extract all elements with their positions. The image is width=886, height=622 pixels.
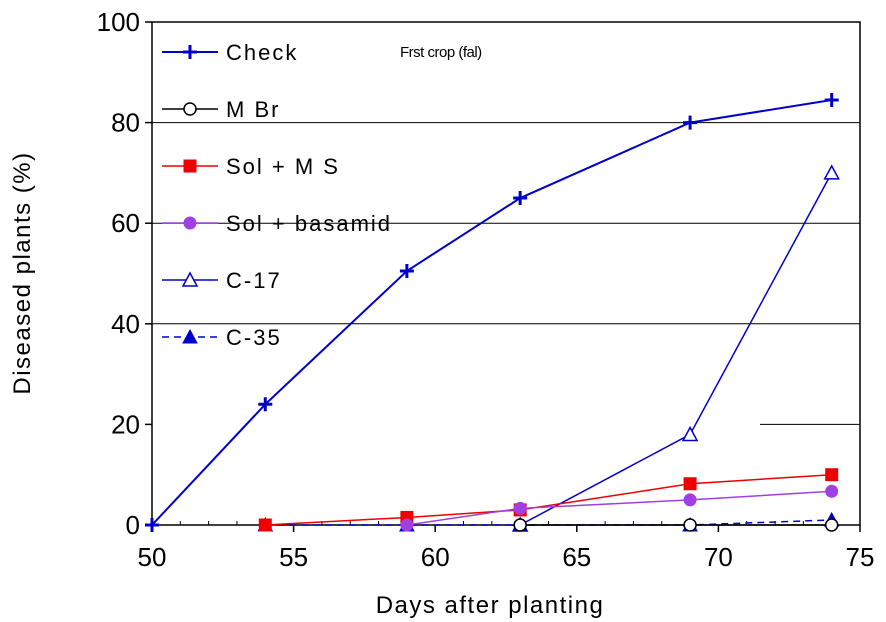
data-point — [681, 425, 699, 442]
axis-ticks: 50 55 60 65 70 75 0 20 40 60 80 100 — [97, 7, 875, 572]
y-tick-label: 100 — [97, 7, 140, 37]
x-tick-label: 65 — [562, 542, 591, 572]
x-tick-label: 60 — [421, 542, 450, 572]
data-point — [258, 518, 272, 532]
x-axis-title: Days after planting — [376, 592, 605, 619]
data-point — [683, 493, 697, 507]
series-sol-basamid — [400, 484, 839, 532]
series-m-br — [513, 518, 839, 532]
series-check — [145, 92, 839, 532]
legend: Check M Br Sol + M S Sol + basamid C-17 C-35 — [162, 40, 392, 350]
data-point — [513, 191, 528, 206]
data-point — [513, 518, 527, 532]
data-point — [683, 477, 697, 491]
data-point — [399, 263, 414, 278]
y-tick-label: 80 — [111, 108, 140, 138]
legend-label: Sol + basamid — [226, 211, 392, 236]
series-line — [519, 172, 833, 526]
data-point — [145, 518, 159, 532]
legend-entry: M Br — [162, 97, 280, 122]
data-point — [183, 216, 197, 230]
data-point — [181, 271, 199, 287]
y-tick-label: 40 — [111, 309, 140, 339]
series-layer — [145, 92, 840, 532]
x-tick-label: 75 — [846, 542, 875, 572]
y-axis-title: Diseased plants (%) — [9, 151, 36, 394]
data-point — [824, 518, 839, 532]
y-tick-label: 20 — [111, 409, 140, 439]
legend-label: M Br — [226, 97, 280, 122]
legend-label: Check — [226, 40, 298, 65]
data-point — [513, 501, 527, 515]
legend-entry: Sol + M S — [162, 154, 340, 179]
legend-entry: C-35 — [162, 325, 282, 350]
series-line — [265, 473, 832, 526]
y-tick-label: 60 — [111, 208, 140, 238]
series-line — [406, 490, 832, 526]
legend-entry: Check — [162, 40, 298, 65]
x-tick-label: 55 — [279, 542, 308, 572]
data-point — [824, 92, 839, 107]
data-point — [683, 115, 698, 130]
data-point — [183, 102, 197, 116]
series-line — [151, 98, 832, 526]
data-point — [400, 518, 414, 532]
legend-label: C-17 — [226, 268, 282, 293]
data-point — [825, 484, 839, 498]
data-point — [683, 518, 697, 532]
data-point — [182, 328, 198, 344]
x-tick-label: 50 — [138, 542, 167, 572]
data-point — [183, 45, 197, 59]
y-tick-label: 0 — [126, 510, 140, 540]
legend-entry: C-17 — [162, 268, 282, 293]
legend-label: Sol + M S — [226, 154, 340, 179]
data-point — [825, 468, 839, 482]
x-tick-label: 70 — [704, 542, 733, 572]
annotation: Frst crop (fal) — [400, 44, 482, 61]
data-point — [823, 164, 840, 180]
series-c-17 — [511, 164, 840, 532]
legend-entry: Sol + basamid — [162, 211, 392, 236]
data-point — [183, 159, 197, 173]
data-point — [258, 397, 273, 412]
grid-lines — [152, 122, 860, 425]
legend-label: C-35 — [226, 325, 282, 350]
